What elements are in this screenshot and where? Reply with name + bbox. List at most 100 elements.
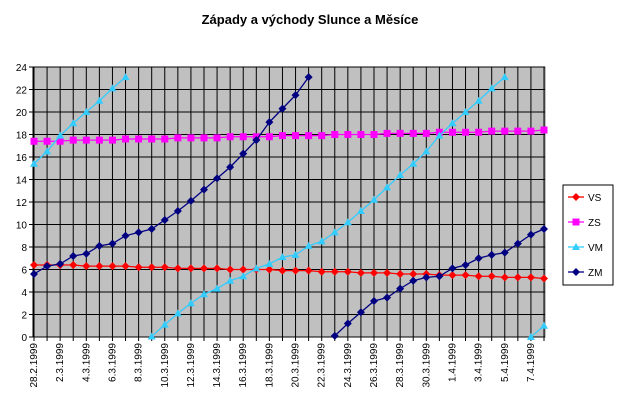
data-point [461,261,470,269]
data-point [56,259,65,268]
data-point [540,126,548,134]
y-tick-label: 4 [21,288,27,299]
data-point [370,131,378,138]
data-point [95,262,104,271]
data-point [527,127,535,135]
data-point [108,84,117,92]
legend-marker [572,193,580,201]
data-point [265,259,274,267]
data-point [173,207,182,215]
data-point [121,73,130,81]
data-point [540,321,548,329]
data-point [343,267,352,276]
data-point [200,185,208,194]
data-point [265,265,274,274]
data-point [213,264,222,273]
data-point [500,248,509,257]
data-point [488,127,496,135]
data-point [383,293,392,302]
data-point [513,273,522,282]
data-point [292,132,300,140]
data-point [526,273,535,282]
data-point [30,159,38,167]
data-point [383,183,392,191]
data-point [200,134,208,142]
x-tick-label: 3.4.1999 [474,343,485,382]
data-point [147,332,156,340]
data-point [95,96,104,104]
data-point [134,263,143,272]
data-point [448,264,457,273]
data-point [82,136,90,144]
x-tick-label: 16.3.1999 [238,343,249,388]
data-point [304,73,313,82]
x-tick-label: 18.3.1999 [264,343,275,388]
x-tick-label: 24.3.1999 [343,343,354,388]
data-point [160,216,169,224]
x-tick-label: 4.3.1999 [81,343,92,382]
y-tick-label: 6 [21,266,27,277]
x-tick-label: 14.3.1999 [212,343,223,388]
data-point [200,290,208,298]
series-line [34,264,545,280]
data-point [330,267,339,276]
data-point [43,262,52,271]
data-point [95,241,104,250]
data-point [475,128,483,136]
data-point [357,131,365,138]
data-point [422,273,431,282]
data-point [501,127,509,135]
data-point [291,91,300,100]
x-tick-label: 6.3.1999 [107,343,118,382]
legend-label: ZM [588,268,602,279]
data-point [252,264,261,272]
data-point [82,249,91,258]
data-point [122,135,130,143]
data-point [396,284,405,293]
data-point [409,159,418,167]
data-point [330,331,339,340]
data-point [278,253,287,261]
data-point [69,261,78,269]
data-point [160,263,169,272]
data-point [500,73,509,81]
data-point [200,264,208,273]
data-point [69,136,77,144]
y-tick-label: 14 [16,176,28,187]
x-tick-label: 8.3.1999 [134,343,145,382]
x-tick-label: 10.3.1999 [160,343,171,388]
data-point [43,147,52,155]
data-point [291,266,300,275]
data-point [186,196,195,205]
y-tick-label: 20 [16,108,28,119]
data-point [317,267,326,276]
x-tick-label: 12.3.1999 [186,343,197,388]
data-point [540,225,548,233]
data-point [331,131,339,138]
x-tick-label: 2.3.1999 [55,343,66,382]
data-point [226,163,235,172]
data-point [148,135,156,143]
data-point [487,84,496,92]
data-point [514,127,522,135]
data-point [409,129,417,137]
data-point [108,136,116,144]
data-point [135,135,143,143]
data-point [343,319,352,328]
data-point [474,254,483,263]
data-point [265,133,273,141]
data-point [239,272,248,280]
data-point [396,171,405,178]
data-point [121,262,130,271]
data-point [69,252,78,260]
data-point [474,96,483,104]
data-point [278,266,287,275]
data-point [422,147,431,155]
data-point [239,265,248,274]
data-point [356,268,365,277]
data-point [422,129,430,137]
data-point [487,250,496,259]
series-line [34,129,545,142]
data-point [409,270,418,278]
data-point [500,273,509,282]
